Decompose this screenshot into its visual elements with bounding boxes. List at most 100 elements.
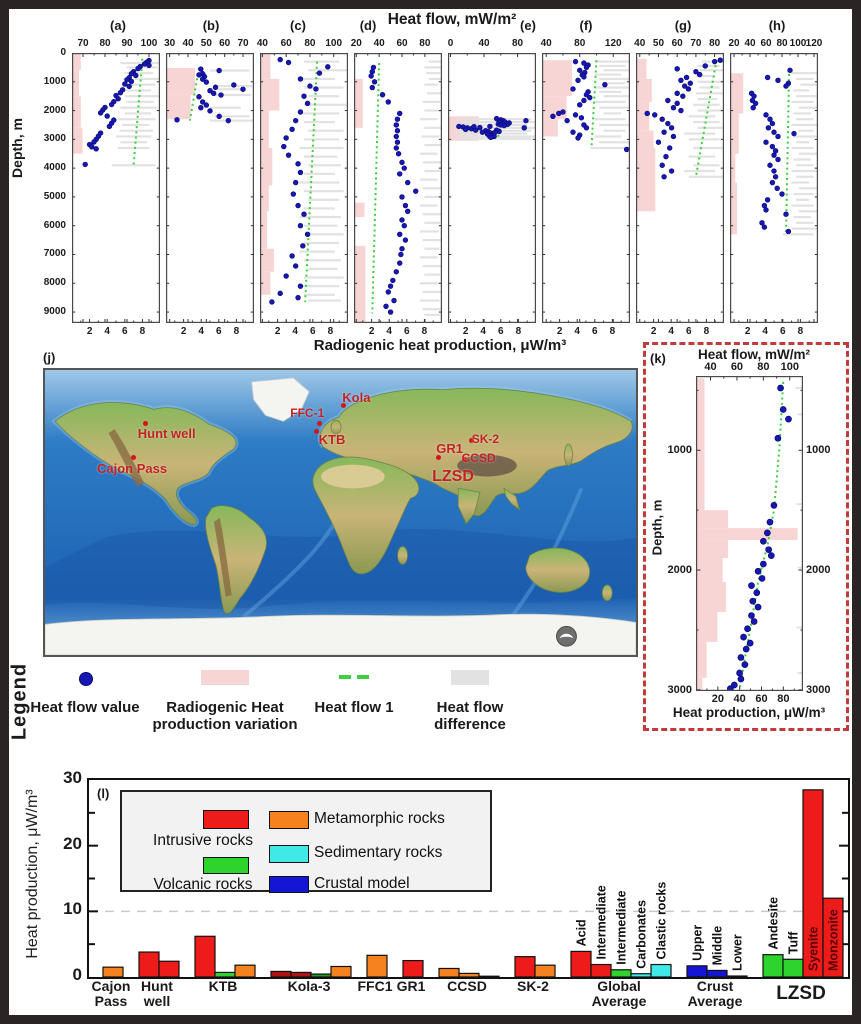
heat-flow-point bbox=[281, 143, 287, 150]
k-heat-production-variation bbox=[696, 558, 723, 583]
bar-cajon bbox=[102, 966, 124, 977]
heat-flow-difference-bar bbox=[424, 169, 441, 173]
heat-flow-point bbox=[752, 100, 759, 107]
heat-flow-difference-bar bbox=[796, 118, 814, 121]
heat-flow-tick-label: 20 bbox=[350, 38, 362, 49]
map-site-labels: Hunt well Cajon Pass FFC-1 KTB Kola GR1 SK-2 CC… bbox=[45, 370, 636, 655]
heat-flow-difference-bar bbox=[422, 187, 442, 190]
heat-flow-tick-label: 60 bbox=[219, 38, 231, 49]
heat-flow-point bbox=[575, 77, 581, 84]
heat-production-tick-label: 2 bbox=[368, 326, 375, 337]
heat-flow-point bbox=[575, 135, 581, 141]
k-heat-flow-tick: 100 bbox=[780, 361, 799, 373]
heat-flow-point bbox=[685, 86, 692, 92]
heat-flow-point bbox=[655, 139, 662, 145]
heat-flow-point bbox=[678, 77, 684, 84]
heat-flow-point bbox=[764, 197, 771, 203]
depth-tick-label: 6000 bbox=[43, 219, 66, 231]
k-heat-flow-point bbox=[767, 552, 775, 560]
heat-flow-difference-bar bbox=[422, 290, 442, 294]
heat-flow-difference-bar bbox=[304, 60, 340, 63]
heat-flow-point bbox=[285, 59, 292, 66]
heat-flow-value-symbol bbox=[79, 672, 93, 686]
legend-entry-metamorphic-rocks: Metamorphic rocks bbox=[314, 810, 445, 827]
heat-production-tick-label: 8 bbox=[515, 326, 522, 337]
k-plot-svg bbox=[696, 376, 803, 691]
heat-flow-point bbox=[462, 126, 469, 132]
site-name: SK-2 bbox=[471, 432, 500, 447]
depth-panel-g bbox=[636, 53, 724, 323]
depth-tick-label: 5000 bbox=[43, 190, 66, 202]
bar-ffc1 bbox=[366, 954, 388, 977]
heat-flow-point bbox=[307, 83, 313, 89]
bar-tag-lower: Lower bbox=[731, 934, 745, 971]
heat-production-tick-label: 2 bbox=[744, 326, 751, 337]
heat-flow-tick-label: 80 bbox=[99, 38, 111, 49]
heat-flow-point bbox=[399, 217, 405, 223]
heat-flow-difference-bar bbox=[796, 77, 814, 81]
k-heat-production-variation bbox=[696, 611, 718, 642]
heat-production-variation bbox=[354, 78, 363, 128]
heat-production-tick-label: 6 bbox=[686, 326, 692, 337]
heat-flow-difference-bar bbox=[117, 118, 156, 121]
heat-flow-point bbox=[771, 129, 777, 135]
heat-production-tick-label: 4 bbox=[386, 326, 392, 337]
heat-flow-point bbox=[775, 133, 781, 140]
heat-flow-point bbox=[402, 202, 409, 209]
heat-flow-difference-bar bbox=[214, 93, 252, 97]
depth-panel-plot bbox=[260, 53, 348, 323]
bar-kola-3 bbox=[270, 970, 292, 977]
madagascar bbox=[397, 546, 408, 565]
bar-tag-middle: Middle bbox=[711, 926, 725, 966]
bar-upper bbox=[686, 965, 708, 977]
heat-flow-point bbox=[393, 269, 399, 275]
heat-flow-difference-bar bbox=[594, 135, 622, 138]
heat-flow-point bbox=[564, 117, 570, 124]
heat-flow-point bbox=[394, 116, 401, 122]
heat-flow-difference-bar bbox=[697, 126, 724, 129]
heat-flow-tick-label: 60 bbox=[280, 38, 292, 49]
heat-flow-point bbox=[385, 99, 391, 105]
heat-flow-1-line bbox=[132, 58, 144, 166]
heat-flow-point bbox=[369, 84, 375, 91]
heat-flow-difference-bar bbox=[424, 83, 438, 86]
k-heat-flow-point bbox=[750, 618, 758, 625]
heat-flow-point bbox=[501, 122, 507, 129]
heat-flow-difference-bar bbox=[308, 69, 348, 72]
legend-swatch-green bbox=[203, 857, 249, 874]
depth-panel-plot bbox=[636, 53, 724, 323]
k-heat-flow-point bbox=[760, 537, 767, 545]
heat-flow-difference-bar bbox=[123, 77, 160, 81]
heat-flow-point bbox=[763, 207, 769, 213]
k-heat-flow-point bbox=[741, 661, 749, 669]
heat-production-tick-label: 8 bbox=[421, 326, 428, 337]
heat-flow-point bbox=[198, 104, 204, 111]
bar-intermediate bbox=[590, 963, 612, 977]
heat-flow-difference-bar bbox=[793, 215, 811, 219]
heat-flow-point bbox=[93, 146, 99, 152]
legend-entry-intrusive-rocks: Intrusive rocks bbox=[153, 832, 253, 849]
heat-flow-point bbox=[295, 202, 301, 209]
heat-flow-difference-bar bbox=[427, 92, 442, 95]
heat-flow-point bbox=[668, 168, 675, 174]
heat-flow-tick-label: 100 bbox=[325, 38, 343, 49]
heat-flow-point bbox=[292, 179, 299, 186]
heat-flow-difference-bar bbox=[421, 135, 440, 138]
heat-flow-tick-label: 60 bbox=[671, 38, 683, 49]
bar-kola-3 bbox=[330, 965, 352, 977]
rocky-mountains bbox=[108, 429, 145, 487]
bar-group-label-gr1: GR1 bbox=[396, 978, 426, 994]
heat-flow-point bbox=[297, 76, 304, 82]
heat-production-variation bbox=[542, 119, 558, 137]
legend-swatch-cyan bbox=[269, 845, 309, 863]
heat-flow-point bbox=[379, 92, 386, 98]
bar-group-label-ktb: KTB bbox=[208, 978, 238, 994]
antarctica bbox=[45, 613, 636, 655]
heat-flow-point bbox=[479, 129, 486, 135]
heat-flow-point bbox=[702, 63, 708, 69]
heat-production-variation bbox=[260, 147, 273, 186]
heat-flow-difference-bar bbox=[796, 141, 810, 144]
heat-production-tick-label: 4 bbox=[292, 326, 298, 337]
heat-flow-difference-bar bbox=[210, 106, 241, 109]
